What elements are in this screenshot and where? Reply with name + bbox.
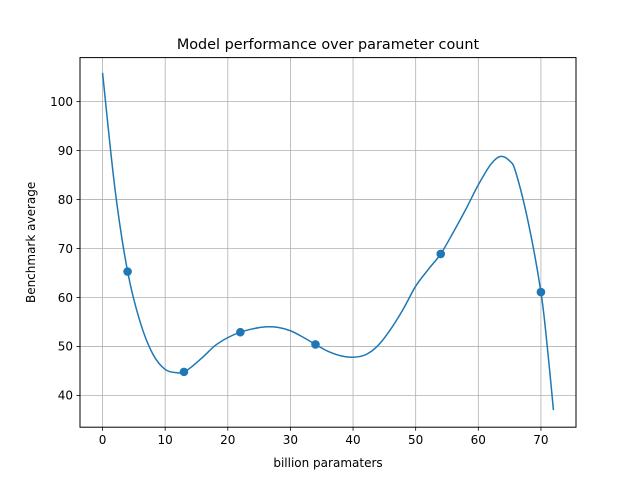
data-point-marker xyxy=(436,249,446,259)
data-point-marker xyxy=(236,327,245,337)
x-axis-ticks: 0 10 20 30 40 50 60 70 xyxy=(99,427,549,447)
x-tick-label: 0 xyxy=(99,433,107,447)
y-tick-label: 40 xyxy=(58,389,73,403)
y-axis-label: Benchmark average xyxy=(24,182,38,303)
x-tick-label: 40 xyxy=(345,433,360,447)
x-tick-label: 50 xyxy=(408,433,423,447)
plot-frame xyxy=(79,57,577,428)
x-axis-label: billion paramaters xyxy=(273,456,382,470)
y-tick-label: 60 xyxy=(58,291,73,305)
curve-layer xyxy=(101,72,555,411)
data-point-marker xyxy=(536,287,546,297)
y-tick-label: 50 xyxy=(58,340,73,354)
fitted-curve xyxy=(101,72,555,411)
y-tick-label: 80 xyxy=(58,193,73,207)
y-tick-label: 70 xyxy=(58,242,73,256)
x-tick-label: 70 xyxy=(533,433,548,447)
x-tick-label: 10 xyxy=(158,433,173,447)
data-point-marker xyxy=(311,340,320,349)
y-tick-label: 90 xyxy=(58,144,73,158)
data-point-marker xyxy=(179,367,189,377)
y-axis-ticks: 40 50 60 70 80 90 100 xyxy=(50,95,80,403)
chart-title: Model performance over parameter count xyxy=(177,37,480,53)
x-tick-label: 20 xyxy=(220,433,235,447)
y-tick-label: 100 xyxy=(50,95,73,109)
data-point-marker xyxy=(123,267,132,276)
grid-lines xyxy=(80,57,576,428)
x-tick-label: 60 xyxy=(471,433,486,447)
marker-layer xyxy=(123,249,546,377)
x-tick-label: 30 xyxy=(283,433,298,447)
